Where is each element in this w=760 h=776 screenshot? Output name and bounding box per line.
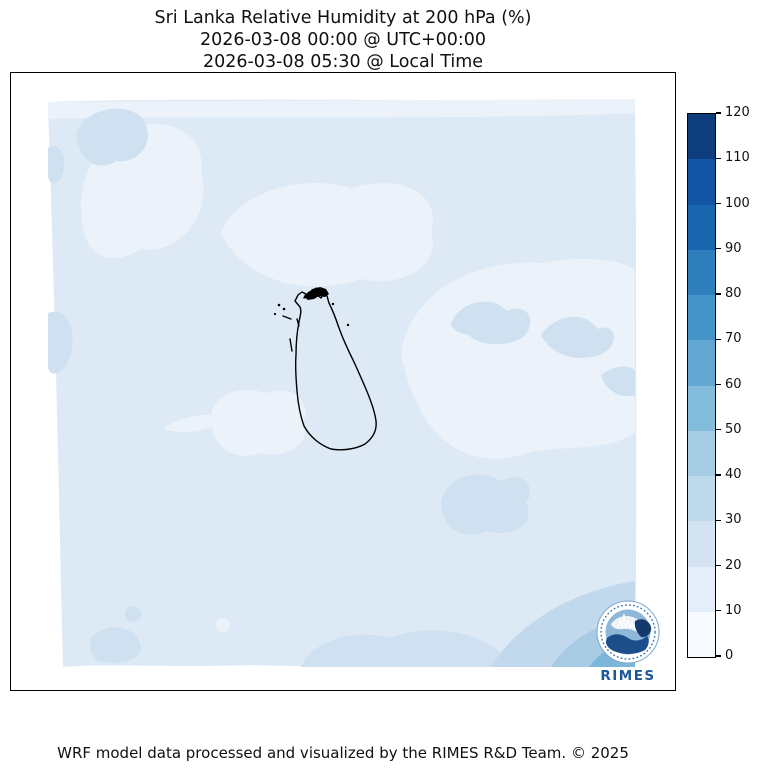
colorbar-tick-label: 120: [725, 105, 750, 120]
colorbar-tick-label: 90: [725, 240, 742, 256]
colorbar-segment: [688, 295, 715, 341]
colorbar-tick: [716, 610, 721, 612]
title-line-2: 2026-03-08 00:00 @ UTC+00:00: [199, 30, 487, 50]
logo-ring-text: [600, 604, 656, 660]
sri-lanka-coastline: [273, 287, 377, 451]
colorbar-segment: [688, 114, 715, 160]
field-darker-patches: [48, 108, 635, 667]
map-frame: RIMES: [10, 72, 676, 691]
colorbar-tick: [716, 564, 721, 567]
colorbar-segment: [688, 249, 715, 295]
title-block: Sri Lanka Relative Humidity at 200 hPa (…: [10, 7, 676, 73]
colorbar-segment: [688, 385, 715, 431]
colorbar-segment: [688, 430, 715, 476]
colorbar-ticks: 120 110 100 90 80 70 60 50 40 30 20 10 0: [716, 105, 760, 663]
colorbar-segment: [688, 476, 715, 522]
colorbar-tick: [716, 248, 721, 250]
colorbar-segment: [688, 611, 715, 657]
colorbar-tick: [716, 338, 721, 340]
colorbar: [687, 113, 716, 658]
logo-seismograph: [617, 613, 635, 630]
logo-wave: [605, 634, 649, 654]
title-line-1: Sri Lanka Relative Humidity at 200 hPa (…: [154, 8, 532, 28]
colorbar-tick: [716, 157, 721, 159]
colorbar-segment: [688, 521, 715, 567]
field-light-patches: [48, 99, 635, 632]
footer-credit: WRF model data processed and visualized …: [57, 744, 629, 762]
humidity-field-map: RIMES: [48, 99, 660, 684]
colorbar-tick-label: 100: [725, 195, 750, 211]
colorbar-tick-label: 40: [725, 467, 742, 482]
colorbar-tick: [716, 519, 721, 521]
colorbar-tick-label: 0: [725, 648, 734, 663]
colorbar-tick-label: 80: [725, 286, 742, 301]
colorbar-tick-label: 20: [725, 557, 742, 573]
colorbar-tick: [716, 112, 721, 114]
colorbar-tick-label: 10: [725, 602, 742, 618]
logo-landmass: [634, 619, 652, 638]
colorbar-tick-label: 50: [725, 421, 742, 437]
colorbar-segment: [688, 159, 715, 205]
colorbar-segment: [688, 566, 715, 612]
colorbar-tick-label: 110: [725, 150, 750, 166]
colorbar-tick-label: 70: [725, 331, 742, 347]
logo-wordmark: RIMES: [600, 668, 655, 684]
colorbar-segment: [688, 204, 715, 250]
colorbar-tick: [716, 293, 721, 295]
colorbar-tick: [716, 655, 721, 657]
title-line-3: 2026-03-08 05:30 @ Local Time: [202, 52, 484, 72]
colorbar-tick-label: 30: [725, 512, 742, 528]
colorbar-tick-label: 60: [725, 376, 742, 392]
colorbar-tick: [716, 202, 721, 205]
rimes-logo: RIMES: [596, 600, 660, 684]
colorbar-tick: [716, 429, 721, 431]
colorbar-tick: [716, 383, 721, 386]
colorbar-tick: [716, 474, 721, 476]
colorbar-segment: [688, 340, 715, 386]
